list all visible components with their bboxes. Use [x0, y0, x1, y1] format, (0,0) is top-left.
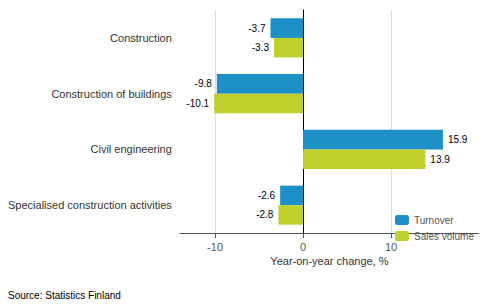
svg-text:-3.3: -3.3	[252, 42, 270, 53]
svg-text:Specialised construction activ: Specialised construction activities	[8, 199, 172, 211]
svg-text:0: 0	[300, 241, 306, 253]
svg-text:-2.8: -2.8	[256, 209, 274, 220]
svg-text:10: 10	[385, 241, 397, 253]
svg-text:-10: -10	[207, 241, 223, 253]
svg-text:15.9: 15.9	[448, 134, 468, 145]
svg-text:Construction: Construction	[110, 32, 172, 44]
svg-text:Construction of buildings: Construction of buildings	[51, 88, 172, 100]
svg-text:Source: Statistics Finland: Source: Statistics Finland	[8, 290, 121, 301]
svg-text:Civil engineering: Civil engineering	[91, 143, 172, 155]
svg-text:13.9: 13.9	[430, 154, 450, 165]
svg-text:Sales volume: Sales volume	[414, 231, 474, 242]
svg-text:-10.1: -10.1	[186, 98, 209, 109]
svg-text:-9.8: -9.8	[195, 78, 213, 89]
svg-text:-2.6: -2.6	[258, 190, 276, 201]
svg-text:Year-on-year change, %: Year-on-year change, %	[270, 255, 388, 267]
svg-text:Turnover: Turnover	[414, 215, 454, 226]
svg-text:-3.7: -3.7	[248, 23, 266, 34]
